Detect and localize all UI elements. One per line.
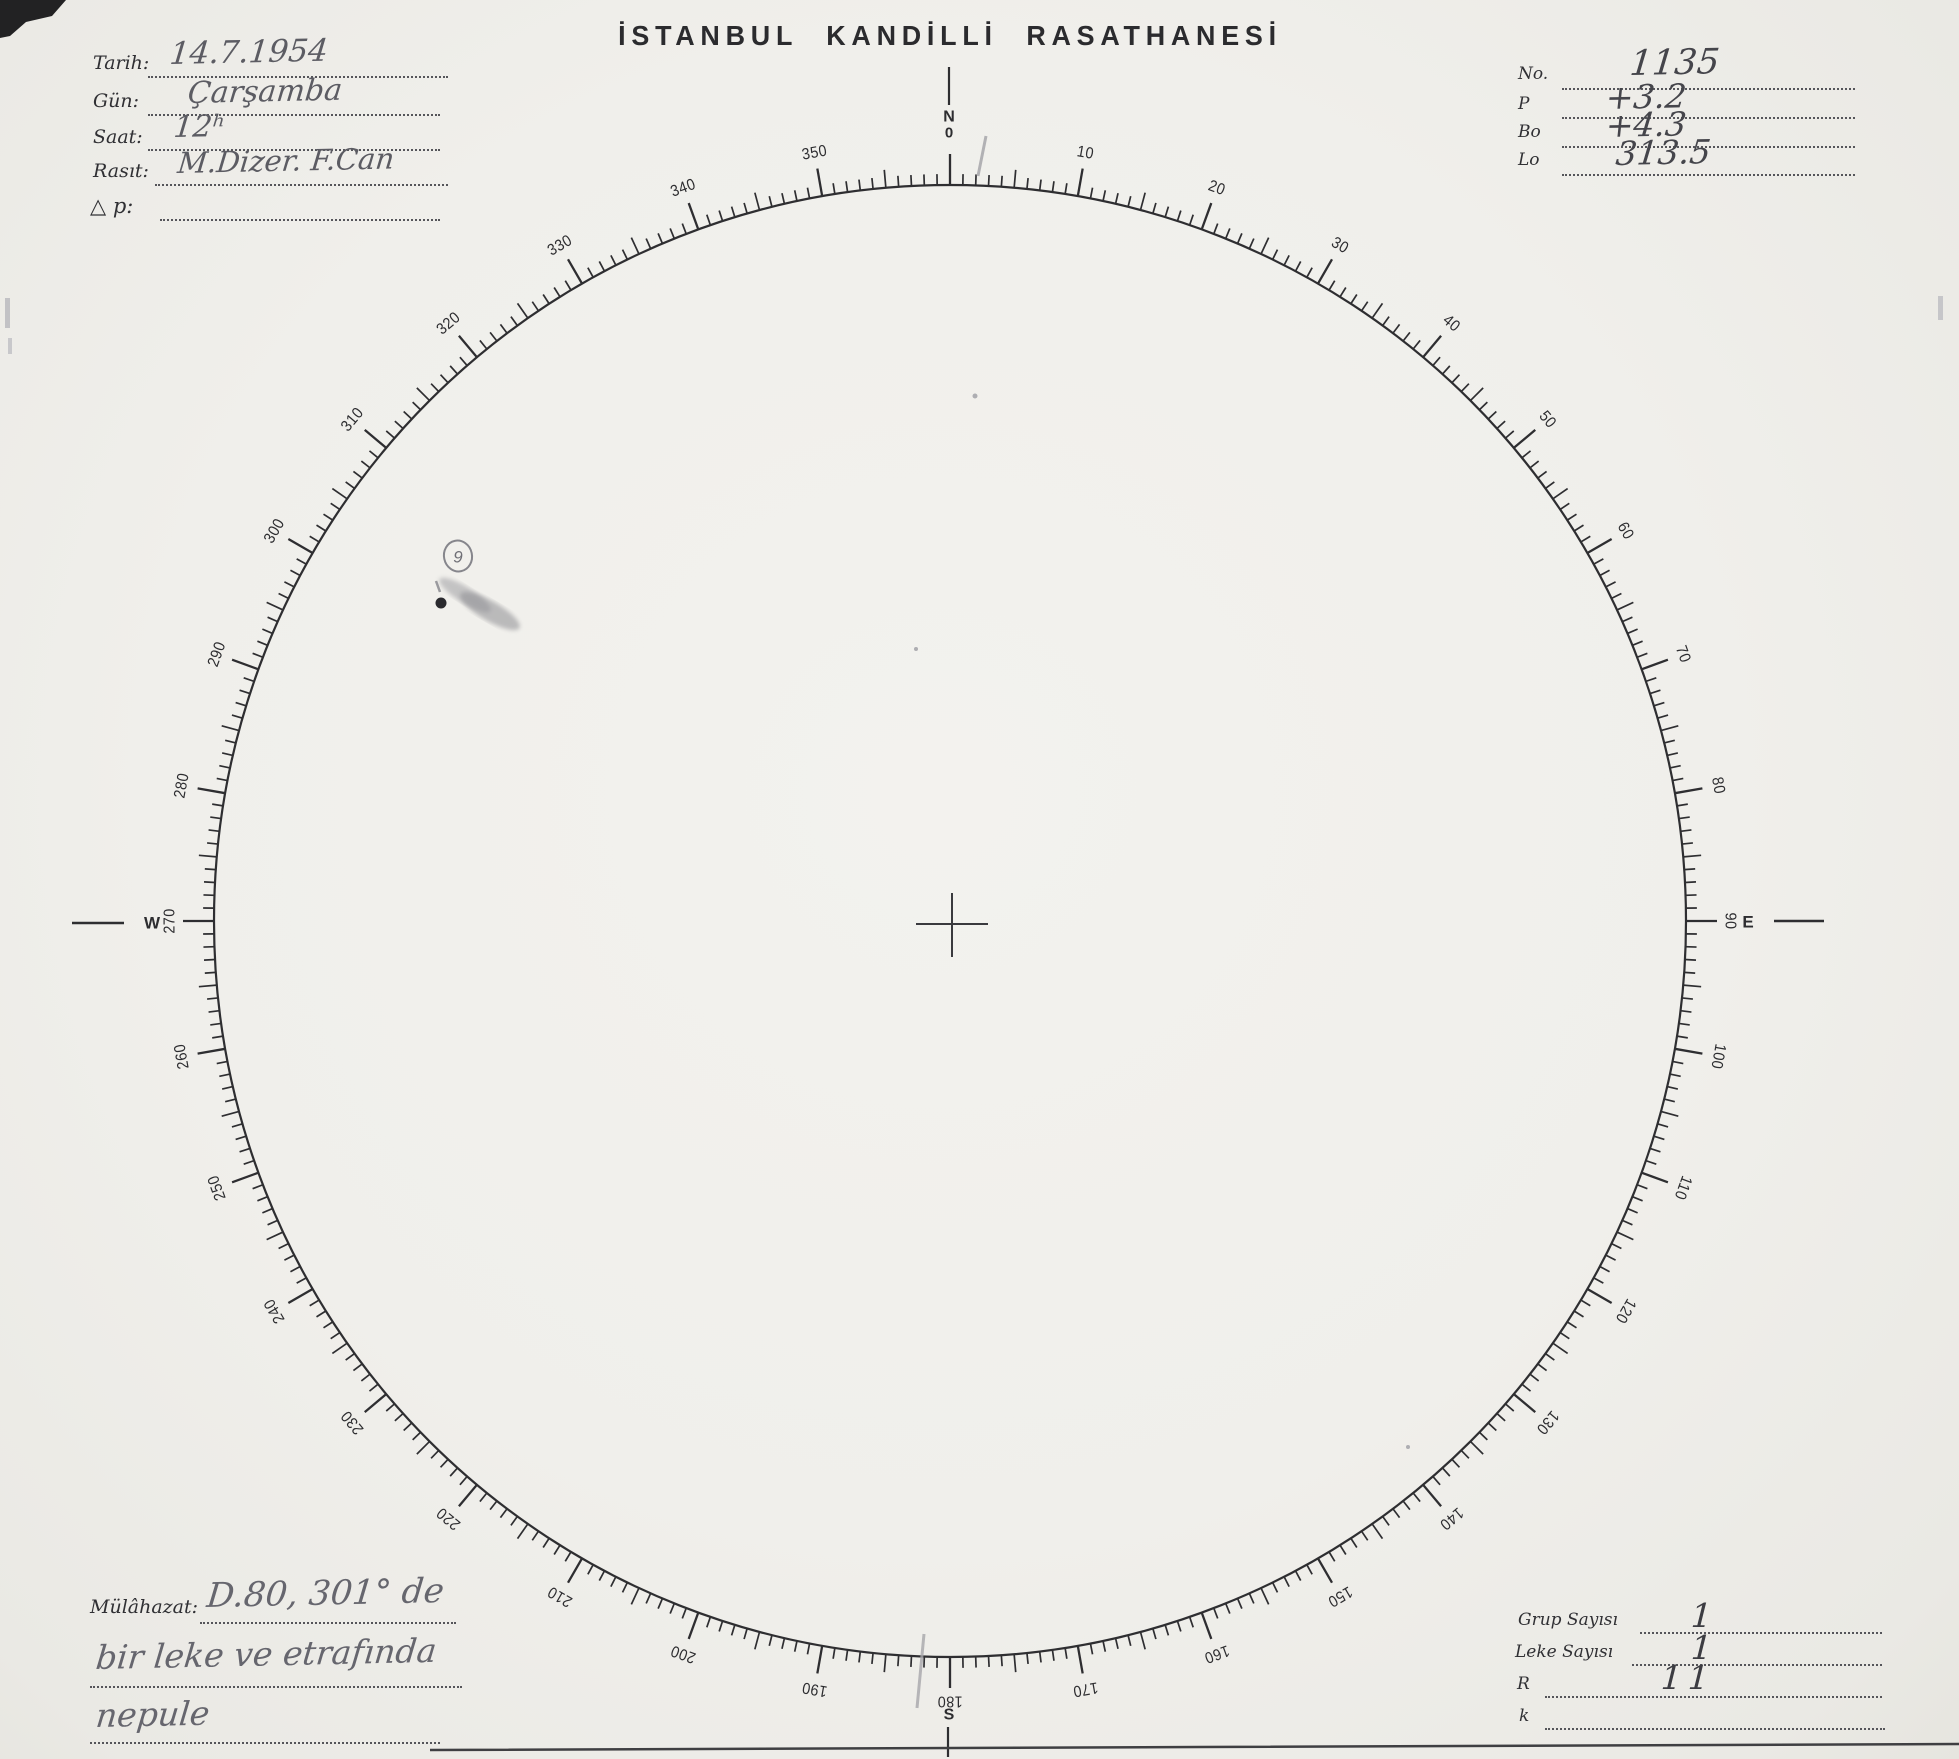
- field-label-leke-sayisi: Leke Sayısı: [1515, 1642, 1614, 1662]
- dotted-line: [200, 1622, 456, 1624]
- dotted-line: [90, 1686, 462, 1688]
- field-label-r: R: [1517, 1674, 1530, 1694]
- field-label-saat: Saat:: [93, 126, 143, 148]
- field-label-tarih: Tarih:: [93, 52, 150, 74]
- svg-text:130: 130: [1533, 1407, 1563, 1438]
- svg-text:80: 80: [1708, 776, 1729, 796]
- svg-text:310: 310: [337, 404, 367, 435]
- center-cross: [916, 893, 988, 957]
- field-label-rasit: Rasıt:: [93, 160, 149, 182]
- svg-text:0: 0: [945, 125, 953, 142]
- observatory-title: İSTANBUL KANDİLLİ RASATHANESİ: [618, 20, 1282, 51]
- svg-text:60: 60: [1614, 519, 1638, 543]
- svg-text:190: 190: [801, 1678, 829, 1700]
- dotted-line: [148, 76, 448, 78]
- dotted-line: [1562, 88, 1855, 90]
- dotted-line: [1545, 1696, 1882, 1698]
- svg-text:330: 330: [545, 231, 576, 259]
- svg-text:260: 260: [171, 1042, 193, 1070]
- dotted-line: [160, 219, 440, 221]
- svg-text:290: 290: [204, 639, 229, 669]
- svg-text:350: 350: [801, 142, 829, 164]
- field-label-delta-p: △ p:: [90, 194, 134, 218]
- svg-text:S: S: [944, 1707, 955, 1724]
- svg-text:250: 250: [204, 1173, 229, 1203]
- svg-text:270: 270: [161, 908, 179, 933]
- svg-text:240: 240: [260, 1296, 288, 1327]
- degree-ticks: [183, 154, 1717, 1688]
- svg-text:200: 200: [668, 1641, 698, 1666]
- dotted-line: [148, 114, 440, 116]
- group-number-mark: 9: [453, 548, 463, 567]
- svg-text:110: 110: [1670, 1173, 1695, 1202]
- sunspot-group: 9: [434, 539, 520, 631]
- dotted-line: [90, 1742, 440, 1744]
- dotted-line: [1562, 117, 1855, 119]
- svg-text:230: 230: [337, 1407, 367, 1438]
- group-number-circle: [442, 539, 474, 573]
- svg-text:40: 40: [1439, 311, 1463, 336]
- svg-text:E: E: [1742, 913, 1753, 932]
- dotted-line: [1632, 1664, 1882, 1666]
- field-label-p: P: [1518, 94, 1530, 114]
- svg-text:160: 160: [1202, 1641, 1232, 1666]
- svg-text:10: 10: [1076, 143, 1096, 164]
- svg-text:W: W: [144, 914, 161, 933]
- dotted-line: [1640, 1632, 1882, 1634]
- field-label-no: No.: [1518, 64, 1549, 84]
- field-label-k: k: [1519, 1706, 1530, 1726]
- field-label-lo: Lo: [1518, 150, 1540, 170]
- field-label-bo: Bo: [1518, 122, 1541, 142]
- svg-text:50: 50: [1535, 407, 1560, 431]
- svg-text:220: 220: [433, 1504, 464, 1534]
- svg-text:320: 320: [433, 308, 464, 338]
- svg-text:70: 70: [1672, 643, 1695, 665]
- dotted-line: [1545, 1728, 1885, 1730]
- field-label-grup-sayisi: Grup Sayısı: [1518, 1610, 1618, 1630]
- field-label-mulahazat: Mülâhazat:: [90, 1596, 199, 1618]
- dotted-line: [148, 149, 440, 151]
- degree-labels: 10 20 30 40 50 60 70 80 90 100 110 120 130 140 150 160 1…: [161, 142, 1739, 1710]
- svg-text:150: 150: [1325, 1582, 1356, 1610]
- svg-text:120: 120: [1611, 1296, 1639, 1327]
- svg-text:140: 140: [1436, 1504, 1467, 1534]
- dotted-line: [155, 184, 448, 186]
- svg-text:20: 20: [1206, 177, 1228, 200]
- svg-text:280: 280: [171, 772, 193, 800]
- svg-text:170: 170: [1071, 1678, 1099, 1700]
- svg-text:300: 300: [260, 516, 288, 547]
- disk-rim: [212, 183, 1688, 1659]
- svg-text:100: 100: [1707, 1042, 1729, 1070]
- svg-text:30: 30: [1328, 234, 1352, 258]
- svg-text:90: 90: [1721, 913, 1739, 930]
- svg-text:180: 180: [937, 1692, 962, 1710]
- cardinal-marks: 0N E W S: [72, 67, 1824, 1757]
- svg-text:210: 210: [545, 1582, 576, 1610]
- svg-text:340: 340: [668, 175, 698, 200]
- svg-text:N: N: [943, 109, 955, 126]
- field-label-gun: Gün:: [93, 90, 140, 112]
- dotted-line: [1562, 146, 1855, 148]
- dotted-line: [1562, 174, 1855, 176]
